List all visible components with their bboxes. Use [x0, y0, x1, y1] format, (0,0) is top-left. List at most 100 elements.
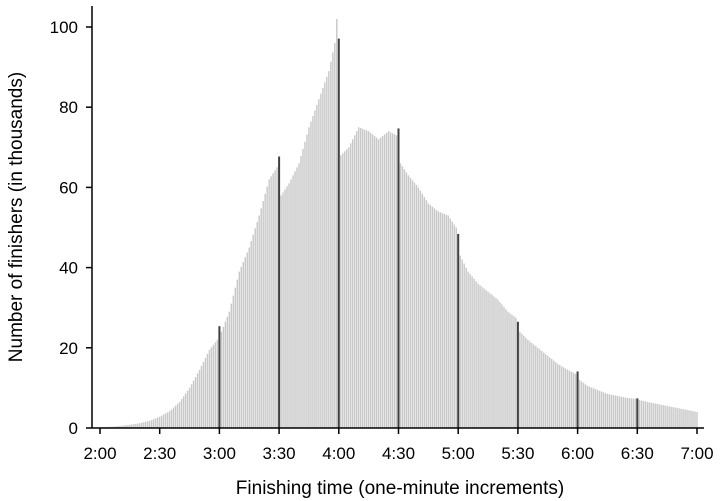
histogram-bar: [652, 403, 654, 428]
histogram-bar: [156, 417, 159, 428]
histogram-bar: [115, 426, 117, 428]
histogram-bar: [417, 187, 420, 428]
histogram-bar: [210, 347, 213, 428]
histogram-bar: [354, 135, 356, 428]
histogram-bar: [586, 385, 589, 428]
histogram-bar: [551, 359, 553, 428]
histogram-bar: [543, 352, 545, 428]
histogram-bar: [282, 192, 284, 428]
histogram-bar: [155, 418, 157, 428]
histogram-bar: [387, 131, 390, 428]
y-tick-label: 80: [59, 98, 78, 117]
histogram-bar: [670, 406, 672, 428]
y-tick-label: 0: [69, 419, 78, 438]
histogram-bar: [646, 401, 648, 428]
histogram-bar: [527, 339, 529, 428]
histogram-bar: [640, 400, 642, 428]
histogram-bar: [383, 134, 386, 428]
histogram-bar: [238, 271, 241, 428]
histogram-bar: [284, 189, 286, 428]
histogram-bar: [545, 354, 547, 428]
histogram-bar: [322, 87, 324, 428]
histogram-bar: [158, 416, 161, 428]
histogram-bar: [632, 398, 635, 428]
histogram-bar: [371, 134, 374, 428]
histogram-bar: [346, 149, 348, 428]
histogram-bar: [314, 110, 316, 428]
histogram-bar: [298, 163, 300, 428]
histogram-bar: [413, 182, 416, 428]
histogram-bar: [176, 403, 179, 428]
histogram-bar: [560, 366, 563, 428]
histogram-bar: [660, 404, 662, 428]
histogram-bar: [405, 172, 408, 428]
histogram-bar: [248, 247, 250, 428]
histogram-bar: [656, 403, 658, 428]
histogram-bar: [224, 321, 227, 428]
histogram-bar: [568, 370, 571, 428]
histogram-bar: [493, 296, 495, 428]
histogram-bar: [336, 18, 338, 428]
histogram-bar: [648, 402, 650, 428]
histogram-bar: [318, 99, 320, 429]
histogram-bar: [554, 362, 557, 428]
histogram-bar: [487, 291, 489, 428]
histogram-bar: [692, 411, 694, 428]
histogram-bar: [463, 263, 465, 428]
histogram-bar: [481, 286, 483, 428]
x-tick-label: 5:00: [442, 444, 475, 463]
histogram-bar: [485, 290, 487, 428]
histogram-bar: [296, 167, 298, 428]
histogram-bar: [294, 171, 296, 429]
histogram-bar: [131, 424, 133, 428]
histogram-bar: [212, 344, 215, 428]
histogram-bar: [533, 344, 535, 428]
histogram-bar: [385, 132, 388, 429]
histogram-bar: [473, 278, 475, 428]
histogram-bar: [357, 127, 360, 428]
histogram-bar: [117, 426, 119, 428]
histogram-bar: [222, 326, 225, 428]
histogram-bar: [614, 395, 617, 428]
histogram-bar: [214, 342, 217, 428]
histogram-bar: [427, 203, 430, 428]
histogram-bar: [672, 407, 674, 428]
histogram-bar: [620, 396, 623, 428]
histogram-bar: [286, 186, 288, 428]
histogram-bar: [164, 413, 167, 428]
histogram-bar: [499, 302, 501, 428]
histogram-bar: [644, 401, 646, 428]
histogram-bar: [475, 281, 477, 428]
histogram-bar: [330, 61, 332, 428]
histogram-bar: [292, 175, 294, 428]
histogram-bar: [539, 349, 541, 428]
x-tick-label: 4:00: [322, 444, 355, 463]
y-axis-ticks: 0 20 40 60 80 100: [50, 18, 92, 438]
x-tick-label: 3:00: [203, 444, 236, 463]
histogram-bar: [389, 132, 392, 428]
histogram-bar: [250, 241, 252, 428]
histogram-bar: [467, 271, 469, 428]
histogram-bar: [696, 411, 698, 428]
histogram-bar: [359, 128, 362, 429]
histogram-bar: [664, 405, 666, 428]
histogram-bar: [377, 139, 380, 428]
histogram-bar: [129, 424, 131, 428]
histogram-bar: [610, 394, 613, 428]
histogram-bar: [379, 137, 382, 428]
histogram-bar: [541, 351, 543, 428]
histogram-bar: [242, 261, 244, 428]
histogram-bar: [537, 347, 539, 428]
histogram-bar: [141, 422, 143, 428]
histogram-bar: [139, 423, 141, 428]
histogram-bar: [373, 136, 376, 428]
x-tick-label: 3:30: [263, 444, 296, 463]
histogram-bar: [634, 398, 637, 428]
histogram-bar: [180, 399, 183, 428]
histogram-bar: [258, 215, 260, 428]
histogram-bar: [642, 400, 644, 428]
histogram-bar: [425, 200, 428, 428]
histogram-bar: [147, 421, 149, 428]
histogram-bar: [449, 218, 451, 428]
histogram-bar: [529, 341, 531, 428]
